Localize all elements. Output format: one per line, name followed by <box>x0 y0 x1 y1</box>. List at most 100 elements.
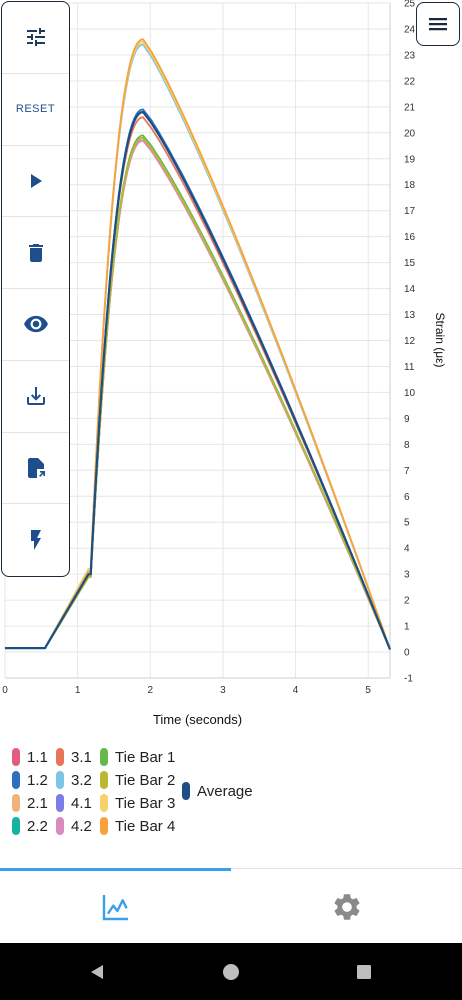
y-tick-label: 14 <box>404 284 416 295</box>
recents-button[interactable] <box>334 943 394 1000</box>
sliders-icon <box>26 28 45 47</box>
x-tick-label: 0 <box>2 685 8 696</box>
y-tick-label: 5 <box>404 518 410 529</box>
y-tick-label: 10 <box>404 388 416 399</box>
y-tick-label: 20 <box>404 128 416 139</box>
y-tick-label: 0 <box>404 648 410 659</box>
home-button[interactable] <box>201 943 261 1000</box>
legend-label: 1.1 <box>27 748 48 766</box>
y-tick-label: 19 <box>404 154 416 165</box>
back-triangle-icon <box>91 964 103 979</box>
y-tick-label: 23 <box>404 50 416 61</box>
download-icon <box>26 387 45 406</box>
x-tick-label: 5 <box>365 685 371 696</box>
legend-swatch <box>12 748 20 766</box>
y-tick-label: 13 <box>404 310 416 321</box>
y-tick-label: 2 <box>404 596 410 607</box>
y-tick-label: 17 <box>404 206 416 217</box>
legend-swatch <box>56 817 64 835</box>
legend-swatch <box>56 794 64 812</box>
legend-item[interactable]: 1.2 <box>12 769 48 791</box>
tab-settings[interactable] <box>231 869 462 944</box>
x-axis-title: Time (seconds) <box>153 712 242 727</box>
menu-button[interactable] <box>416 2 460 46</box>
back-button[interactable] <box>67 943 127 1000</box>
legend-item[interactable]: 4.2 <box>56 815 92 837</box>
legend-swatch <box>12 817 20 835</box>
reset-button[interactable]: RESET <box>2 74 69 146</box>
system-navigation-bar <box>0 943 462 1000</box>
legend-swatch <box>182 782 190 800</box>
legend-swatch <box>12 771 20 789</box>
y-tick-label: 3 <box>404 570 410 581</box>
legend-item[interactable]: 2.1 <box>12 792 48 814</box>
legend-label: Tie Bar 3 <box>115 794 176 812</box>
legend-item[interactable]: Tie Bar 3 <box>100 792 175 814</box>
export-file-icon <box>27 457 45 478</box>
y-axis-title: Strain (με) <box>433 313 447 368</box>
x-tick-label: 1 <box>75 685 81 696</box>
y-tick-label: 21 <box>404 102 416 113</box>
legend-swatch <box>100 748 108 766</box>
active-tab-indicator <box>0 868 231 871</box>
legend-label: 3.2 <box>71 771 92 789</box>
legend-item[interactable]: 4.1 <box>56 792 92 814</box>
y-tick-label: 15 <box>404 258 416 269</box>
y-tick-label: 11 <box>404 362 415 373</box>
y-tick-label: 18 <box>404 180 416 191</box>
legend-item[interactable]: 2.2 <box>12 815 48 837</box>
legend-item[interactable]: Tie Bar 4 <box>100 815 175 837</box>
y-tick-label: 1 <box>404 622 410 633</box>
settings-button[interactable] <box>2 2 69 74</box>
legend-label: Tie Bar 1 <box>115 748 176 766</box>
legend-label: 4.2 <box>71 817 92 835</box>
download-button[interactable] <box>2 361 69 433</box>
export-button[interactable] <box>2 433 69 505</box>
legend-item[interactable]: 3.2 <box>56 769 92 791</box>
legend-swatch <box>56 771 64 789</box>
legend-swatch <box>100 771 108 789</box>
trash-icon <box>28 243 43 262</box>
home-circle-icon <box>223 963 239 980</box>
legend-label: 3.1 <box>71 748 92 766</box>
legend-label: Tie Bar 4 <box>115 817 176 835</box>
recents-square-icon <box>357 964 371 979</box>
bottom-navigation <box>0 868 462 943</box>
legend-label: Average <box>197 782 253 800</box>
legend-label: 2.2 <box>27 817 48 835</box>
flash-button[interactable] <box>2 504 69 576</box>
legend-swatch <box>56 748 64 766</box>
y-tick-label: 24 <box>404 24 416 35</box>
x-tick-label: 2 <box>148 685 154 696</box>
legend-item[interactable]: Tie Bar 1 <box>100 746 175 768</box>
chart-legend: 1.1 1.2 2.1 2.2 3.1 3.2 4.1 4.2 Tie Bar … <box>12 746 452 838</box>
legend-swatch <box>12 794 20 812</box>
y-tick-label: -1 <box>404 674 413 685</box>
x-tick-label: 4 <box>293 685 299 696</box>
y-tick-label: 25 <box>404 0 416 10</box>
legend-label: 2.1 <box>27 794 48 812</box>
y-tick-label: 7 <box>404 466 410 477</box>
y-tick-label: 8 <box>404 440 410 451</box>
legend-item[interactable]: Tie Bar 2 <box>100 769 175 791</box>
y-tick-label: 22 <box>404 76 416 87</box>
visibility-button[interactable] <box>2 289 69 361</box>
legend-label: 4.1 <box>71 794 92 812</box>
y-tick-label: 12 <box>404 336 416 347</box>
tab-chart[interactable] <box>0 869 231 944</box>
line-chart-icon <box>102 894 128 920</box>
delete-button[interactable] <box>2 217 69 289</box>
y-tick-label: 16 <box>404 232 416 243</box>
legend-item[interactable]: 3.1 <box>56 746 92 768</box>
legend-item[interactable]: Average <box>182 780 253 802</box>
y-tick-label: 6 <box>404 492 410 503</box>
series-line <box>5 38 391 650</box>
eye-icon <box>23 316 48 333</box>
y-tick-label: 9 <box>404 414 410 425</box>
legend-label: 1.2 <box>27 771 48 789</box>
play-icon <box>30 173 42 188</box>
legend-swatch <box>100 817 108 835</box>
play-button[interactable] <box>2 146 69 218</box>
reset-label: RESET <box>15 103 56 116</box>
legend-item[interactable]: 1.1 <box>12 746 48 768</box>
